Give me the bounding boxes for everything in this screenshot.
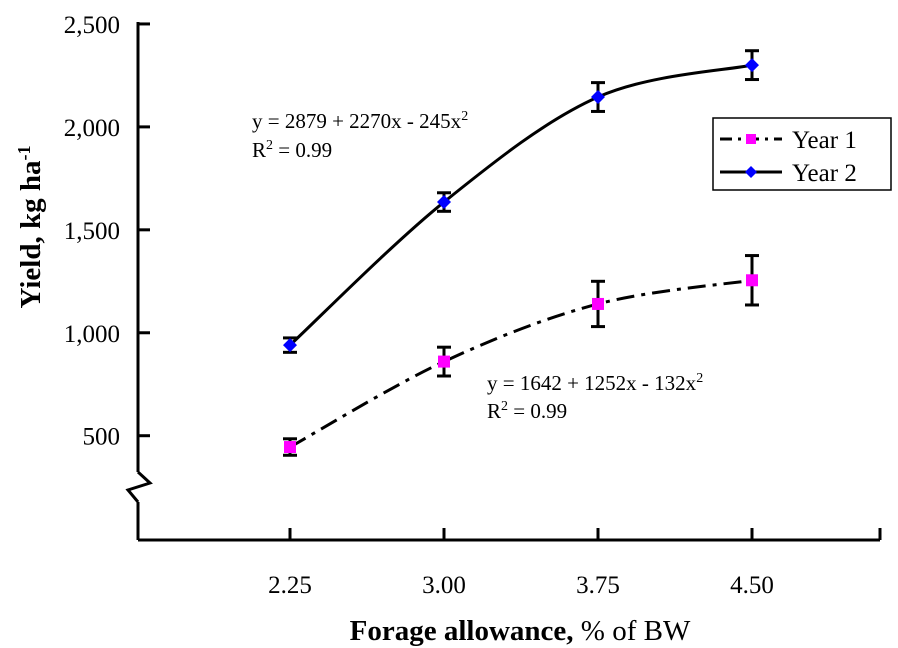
- legend-year1-label: Year 1: [792, 127, 857, 154]
- year2-point: [437, 195, 451, 210]
- svg-text:y = 1642 + 1252x - 132x2: y = 1642 + 1252x - 132x2: [487, 371, 703, 395]
- legend-box: [712, 117, 892, 191]
- year2-r2-prefix: R: [252, 138, 266, 162]
- axis-break-marker: [125, 470, 153, 503]
- y-tick-label: 2,500: [64, 12, 120, 39]
- y-axis-title-main: Yield, kg ha: [15, 160, 47, 308]
- year2-r2-value: = 0.99: [273, 138, 332, 162]
- year2-equation-text: y = 2879 + 2270x - 245x: [252, 109, 462, 133]
- x-axis-title-bold: Forage allowance,: [350, 615, 574, 647]
- year2-equation-sup: 2: [461, 109, 468, 124]
- y-tick-label: 1,500: [64, 218, 120, 245]
- year1-equation-sup: 2: [696, 371, 703, 386]
- x-tick-label: 3.75: [576, 572, 620, 599]
- y-tick-label: 500: [83, 424, 121, 451]
- x-tick-label: 3.00: [422, 572, 466, 599]
- year1-fit-curve: [289, 278, 753, 449]
- y-axis-title-sup: -1: [14, 146, 34, 161]
- year1-point: [746, 274, 758, 287]
- y-tick-label: 1,000: [64, 321, 120, 348]
- year2-r2-sup: 2: [266, 138, 273, 153]
- year1-equation-text: y = 1642 + 1252x - 132x: [487, 371, 697, 395]
- legend-year2-marker: [745, 166, 757, 178]
- svg-text:y = 2879 + 2270x - 245x2: y = 2879 + 2270x - 245x2: [252, 109, 468, 133]
- year1-equation: y = 1642 + 1252x - 132x2 R2 = 0.99: [487, 371, 703, 423]
- legend-year2-label: Year 2: [792, 160, 857, 187]
- axes: [125, 22, 880, 542]
- x-tick-label: 2.25: [268, 572, 312, 599]
- year1-r2-prefix: R: [487, 399, 501, 423]
- svg-text:Yield, kg ha-1: Yield, kg ha-1: [14, 146, 47, 309]
- svg-text:R2 = 0.99: R2 = 0.99: [252, 138, 332, 162]
- year2-fit-curve: [288, 63, 753, 347]
- year2-point: [745, 58, 759, 73]
- x-axis-title: Forage allowance, % of BW: [350, 615, 691, 647]
- year1-point: [438, 355, 450, 368]
- y-axis-title: Yield, kg ha-1: [14, 146, 47, 309]
- year1-r2-sup: 2: [501, 399, 508, 414]
- legend-year1-marker: [746, 134, 756, 144]
- legend: Year 1 Year 2: [712, 117, 892, 191]
- year2-point: [283, 338, 297, 353]
- year1-point: [592, 297, 604, 310]
- year1-point: [284, 441, 296, 454]
- x-axis-title-rest: % of BW: [574, 615, 691, 647]
- x-tick-label: 4.50: [730, 572, 774, 599]
- svg-text:R2 = 0.99: R2 = 0.99: [487, 399, 567, 423]
- year1-r2-value: = 0.99: [508, 399, 567, 423]
- svg-text:Forage allowance, % of BW: Forage allowance, % of BW: [350, 615, 691, 647]
- year2-point: [591, 90, 605, 105]
- y-tick-label: 2,000: [64, 115, 120, 142]
- year2-equation: y = 2879 + 2270x - 245x2 R2 = 0.99: [252, 109, 468, 162]
